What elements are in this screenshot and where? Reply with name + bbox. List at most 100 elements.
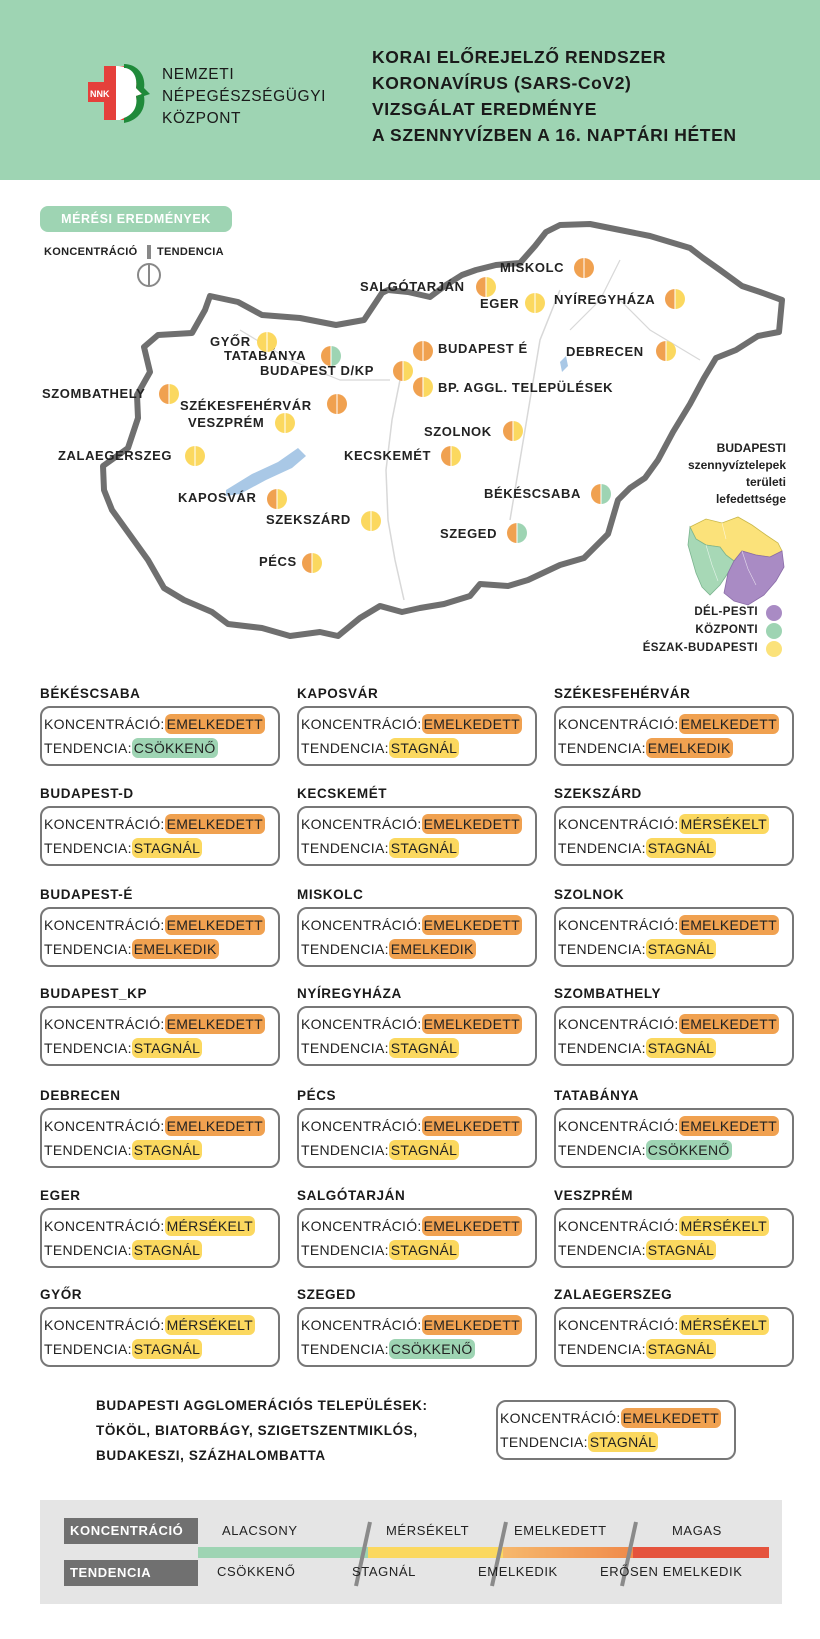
card-title: SZEGED	[297, 1287, 357, 1302]
concentration-value: EMELKEDETT	[421, 1216, 522, 1236]
title-line: KORONAVÍRUS (SARS-CoV2)	[372, 73, 632, 93]
bp-coverage-line: BUDAPESTI	[716, 441, 786, 455]
concentration-label: KONCENTRÁCIÓ:	[301, 716, 422, 732]
concentration-label: KONCENTRÁCIÓ:	[301, 917, 422, 933]
hungary-map: MISKOLC SALGÓTARJÁN EGER NYÍREGYHÁZA GYŐ…	[0, 200, 820, 650]
result-card: KONCENTRÁCIÓ: MÉRSÉKELT TENDENCIA: STAGNÁL	[554, 1208, 794, 1268]
city-label-szombathely: SZOMBATHELY	[42, 386, 146, 401]
trend-row: TENDENCIA: STAGNÁL	[558, 939, 717, 959]
concentration-row: KONCENTRÁCIÓ: EMELKEDETT	[301, 714, 522, 734]
card-title: KAPOSVÁR	[297, 686, 379, 701]
trend-value: STAGNÁL	[131, 1140, 203, 1160]
card-title: SZEKSZÁRD	[554, 786, 642, 801]
indicator-dot	[185, 446, 205, 466]
result-card: KONCENTRÁCIÓ: EMELKEDETT TENDENCIA: STAGNÁL	[40, 1108, 280, 1168]
card-title: BUDAPEST-É	[40, 887, 134, 902]
concentration-label: KONCENTRÁCIÓ:	[301, 816, 422, 832]
concentration-row: KONCENTRÁCIÓ: EMELKEDETT	[301, 1216, 522, 1236]
card-title: NYÍREGYHÁZA	[297, 986, 402, 1001]
city-label-nyiregyhaza: NYÍREGYHÁZA	[554, 292, 656, 307]
trend-value: STAGNÁL	[131, 838, 203, 858]
org-name: NEMZETI NÉPEGÉSZSÉGÜGYI KÖZPONT	[162, 64, 326, 130]
result-card: KONCENTRÁCIÓ: MÉRSÉKELT TENDENCIA: STAGNÁL	[40, 1307, 280, 1367]
concentration-row: KONCENTRÁCIÓ: MÉRSÉKELT	[558, 1216, 770, 1236]
scale-trend-label: TENDENCIA	[64, 1560, 198, 1586]
city-label-kaposvar: KAPOSVÁR	[178, 490, 257, 505]
trend-row: TENDENCIA: STAGNÁL	[44, 1240, 203, 1260]
city-label-bp-aggl: BP. AGGL. TELEPÜLÉSEK	[438, 380, 614, 395]
concentration-row: KONCENTRÁCIÓ: EMELKEDETT	[44, 915, 265, 935]
city-label-budapest-dkp: BUDAPEST D/KP	[260, 363, 374, 378]
concentration-row: KONCENTRÁCIÓ: MÉRSÉKELT	[558, 1315, 770, 1335]
legend-concentration: KONCENTRÁCIÓ	[44, 246, 138, 258]
concentration-row: KONCENTRÁCIÓ: EMELKEDETT	[558, 1014, 779, 1034]
concentration-row: KONCENTRÁCIÓ: EMELKEDETT	[44, 714, 265, 734]
org-name-line: KÖZPONT	[162, 110, 242, 127]
indicator-dot	[665, 289, 685, 309]
card-title: DEBRECEN	[40, 1088, 121, 1103]
trend-row: TENDENCIA: STAGNÁL	[44, 838, 203, 858]
concentration-label: KONCENTRÁCIÓ:	[301, 1218, 422, 1234]
result-card: KONCENTRÁCIÓ: EMELKEDETT TENDENCIA: STAGNÁL	[554, 1006, 794, 1066]
concentration-label: KONCENTRÁCIÓ:	[558, 816, 679, 832]
card-title: SALGÓTARJÁN	[297, 1188, 406, 1203]
scale-level-high: MAGAS	[672, 1523, 722, 1538]
result-card: KONCENTRÁCIÓ: MÉRSÉKELT TENDENCIA: STAGNÁL	[554, 806, 794, 866]
budapest-district-map	[687, 516, 785, 606]
trend-row: TENDENCIA: CSÖKKENŐ	[44, 738, 218, 758]
bp-coverage-line: lefedettsége	[715, 492, 786, 506]
concentration-row: KONCENTRÁCIÓ: EMELKEDETT	[44, 1116, 265, 1136]
agglomeration-line: TÖKÖL, BIATORBÁGY, SZIGETSZENTMIKLÓS,	[96, 1423, 418, 1438]
legend-divider	[147, 245, 151, 259]
result-card: KONCENTRÁCIÓ: EMELKEDETT TENDENCIA: STAGNÁL	[297, 1108, 537, 1168]
card-title: TATABÁNYA	[554, 1088, 640, 1103]
card-title: PÉCS	[297, 1088, 337, 1103]
scale-legend: KONCENTRÁCIÓ TENDENCIA ALACSONY MÉRSÉKEL…	[40, 1500, 782, 1604]
scale-level-low: ALACSONY	[222, 1523, 298, 1538]
result-card: KONCENTRÁCIÓ: MÉRSÉKELT TENDENCIA: STAGNÁL	[40, 1208, 280, 1268]
trend-value: STAGNÁL	[645, 939, 717, 959]
concentration-label: KONCENTRÁCIÓ:	[301, 1016, 422, 1032]
trend-row: TENDENCIA: STAGNÁL	[558, 838, 717, 858]
concentration-value: EMELKEDETT	[421, 1116, 522, 1136]
trend-row: TENDENCIA: STAGNÁL	[301, 738, 460, 758]
city-label-szolnok: SZOLNOK	[424, 424, 492, 439]
concentration-value: EMELKEDETT	[678, 915, 779, 935]
result-card: KONCENTRÁCIÓ: EMELKEDETT TENDENCIA: STAGNÁL	[297, 706, 537, 766]
scale-segment-red	[633, 1547, 769, 1558]
trend-label: TENDENCIA:	[301, 1242, 389, 1258]
city-label-tatabanya: TATABÁNYA	[224, 348, 307, 363]
trend-label: TENDENCIA:	[301, 1142, 389, 1158]
trend-value: STAGNÁL	[131, 1240, 203, 1260]
trend-label: TENDENCIA:	[558, 1142, 646, 1158]
card-title: EGER	[40, 1188, 81, 1203]
indicator-dot	[441, 446, 461, 466]
trend-label: TENDENCIA:	[301, 941, 389, 957]
results-pill: MÉRÉSI EREDMÉNYEK	[40, 206, 232, 232]
org-name-line: NEMZETI	[162, 66, 235, 83]
card-title: SZÉKESFEHÉRVÁR	[554, 686, 691, 701]
result-card: KONCENTRÁCIÓ: EMELKEDETT TENDENCIA: EMELKED…	[554, 706, 794, 766]
trend-value: STAGNÁL	[645, 1038, 717, 1058]
legend-circle-icon	[137, 263, 161, 287]
hungary-outline	[100, 221, 785, 639]
city-label-gyor: GYŐR	[210, 334, 251, 349]
concentration-value: EMELKEDETT	[164, 714, 265, 734]
trend-label: TENDENCIA:	[301, 840, 389, 856]
trend-label: TENDENCIA:	[301, 740, 389, 756]
card-title: MISKOLC	[297, 887, 364, 902]
trend-value: EMELKEDIK	[388, 939, 476, 959]
scale-segment-orange	[503, 1547, 633, 1558]
concentration-label: KONCENTRÁCIÓ:	[44, 716, 165, 732]
trend-row: TENDENCIA: STAGNÁL	[301, 1240, 460, 1260]
concentration-row: KONCENTRÁCIÓ: MÉRSÉKELT	[558, 814, 770, 834]
card-title: BUDAPEST_KP	[40, 986, 148, 1001]
trend-label: TENDENCIA:	[44, 1242, 132, 1258]
indicator-dot	[413, 377, 433, 397]
concentration-label: KONCENTRÁCIÓ:	[44, 1317, 165, 1333]
title-line: KORAI ELŐREJELZŐ RENDSZER	[372, 47, 667, 67]
indicator-dot	[159, 384, 179, 404]
indicator-dot	[267, 489, 287, 509]
bp-legend-eszak: ÉSZAK-BUDAPESTI	[642, 642, 758, 654]
concentration-row: KONCENTRÁCIÓ: EMELKEDETT	[301, 814, 522, 834]
